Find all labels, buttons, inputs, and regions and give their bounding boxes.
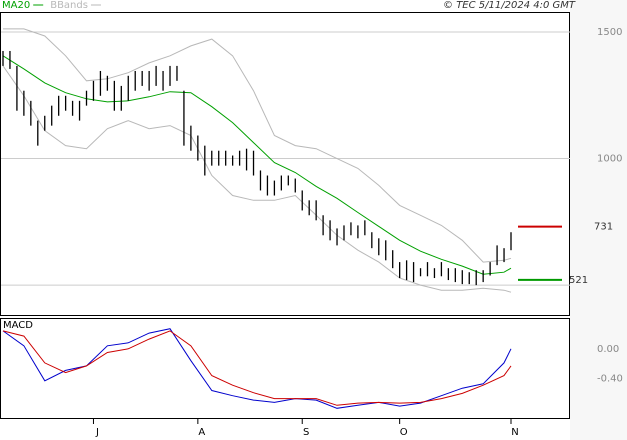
axis-area — [570, 0, 627, 440]
y-tick-label: 1000 — [597, 154, 622, 165]
x-tick-label: A — [198, 427, 205, 438]
x-tick-label: O — [400, 427, 408, 438]
legend-label: MA20 — [2, 0, 30, 11]
ma-line — [2, 55, 512, 275]
macd-line — [2, 328, 512, 409]
level-label: 521 — [569, 275, 588, 286]
copyright: © TEC 5/11/2024 4:0 GMT — [443, 0, 576, 11]
y-tick-label: -0.40 — [597, 374, 623, 385]
macd-panel — [0, 318, 570, 419]
band-upper — [3, 28, 512, 263]
x-tick-label: J — [95, 427, 99, 438]
y-tick-label: 1500 — [597, 27, 622, 38]
level-label: 731 — [594, 222, 613, 233]
macd-title: MACD — [3, 320, 33, 331]
price-panel — [0, 12, 570, 316]
x-tick-label: S — [303, 427, 309, 438]
macd-line — [2, 330, 512, 406]
x-tick-label: N — [511, 427, 518, 438]
y-tick-label: 0.00 — [597, 344, 619, 355]
legend-label: BBands — [50, 0, 88, 11]
band-lower — [2, 65, 512, 293]
